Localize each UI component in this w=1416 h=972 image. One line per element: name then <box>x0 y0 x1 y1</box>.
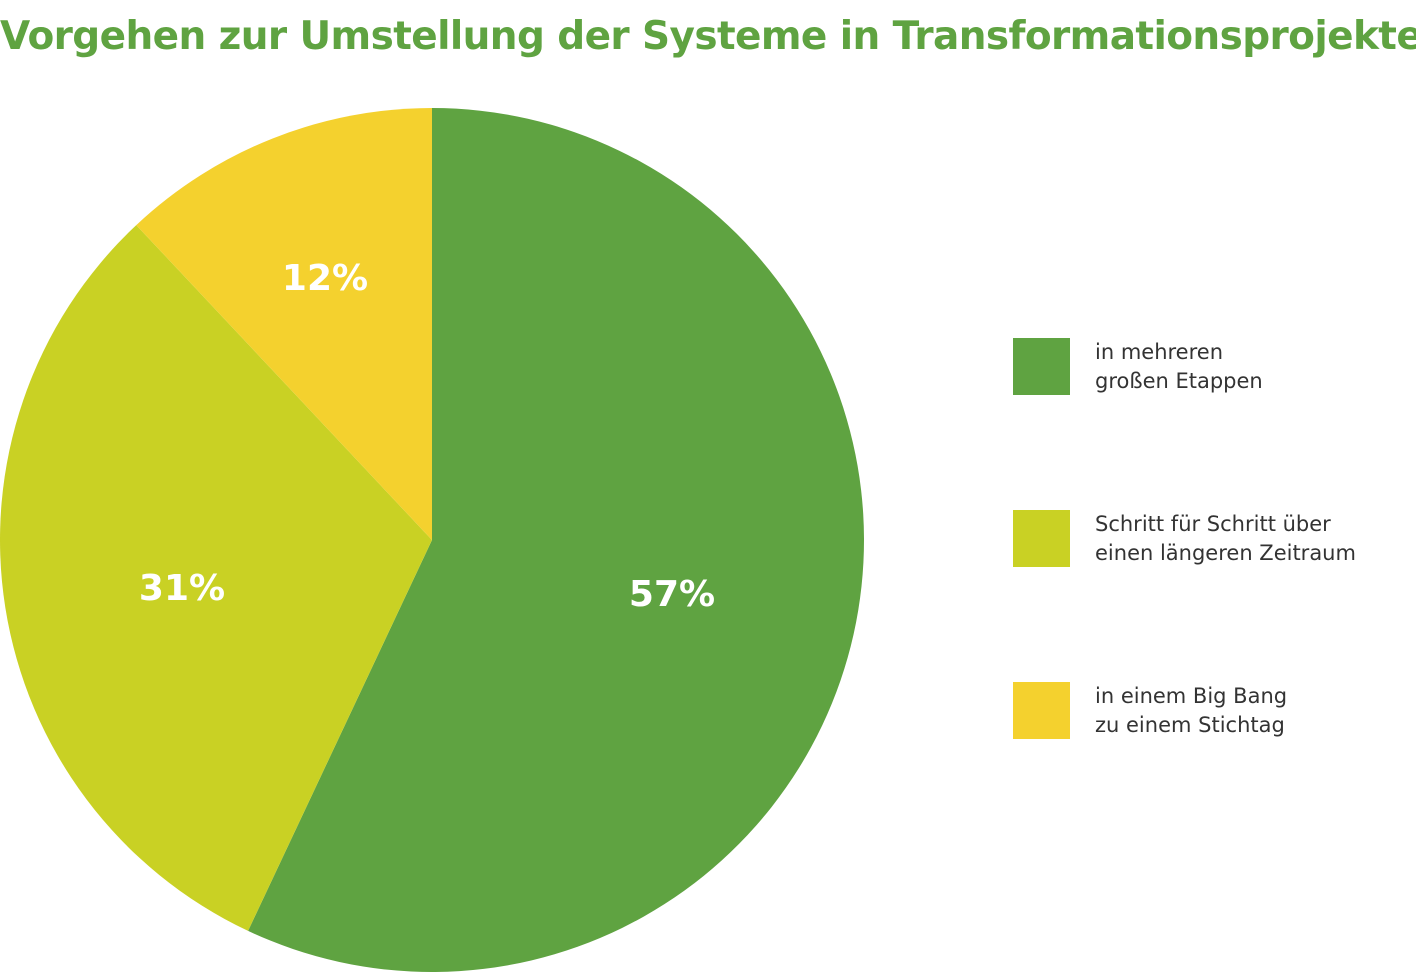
legend-label-line: in einem Big Bang <box>1095 684 1288 708</box>
legend-swatch-schrittweise <box>1013 510 1070 567</box>
legend-label-line: einen längeren Zeitraum <box>1095 541 1356 565</box>
legend-item-big-bang: in einem Big Bang zu einem Stichtag <box>1013 674 1393 744</box>
slice-value-label-etappen: 57% <box>629 574 715 615</box>
legend-label-line: in mehreren <box>1095 340 1223 364</box>
legend-label-line: großen Etappen <box>1095 369 1263 393</box>
legend-label-line: zu einem Stichtag <box>1095 713 1285 737</box>
legend-label-big-bang: in einem Big Bang zu einem Stichtag <box>1095 682 1395 740</box>
pie-slice-big-bang <box>136 108 433 540</box>
legend-swatch-etappen <box>1013 338 1070 395</box>
pie-slice-etappen <box>248 108 864 972</box>
legend-label-etappen: in mehreren großen Etappen <box>1095 338 1395 396</box>
legend-label-schrittweise: Schritt für Schritt über einen längeren … <box>1095 510 1395 568</box>
chart-title: Vorgehen zur Umstellung der Systeme in T… <box>0 14 1416 59</box>
legend-item-schrittweise: Schritt für Schritt über einen längeren … <box>1013 502 1393 572</box>
pie-slice-schrittweise <box>0 225 432 931</box>
legend-label-line: Schritt für Schritt über <box>1095 512 1331 536</box>
legend-item-etappen: in mehreren großen Etappen <box>1013 330 1393 400</box>
slice-value-label-schrittweise: 31% <box>139 568 225 609</box>
slice-value-label-big-bang: 12% <box>282 258 368 299</box>
legend-swatch-big-bang <box>1013 682 1070 739</box>
